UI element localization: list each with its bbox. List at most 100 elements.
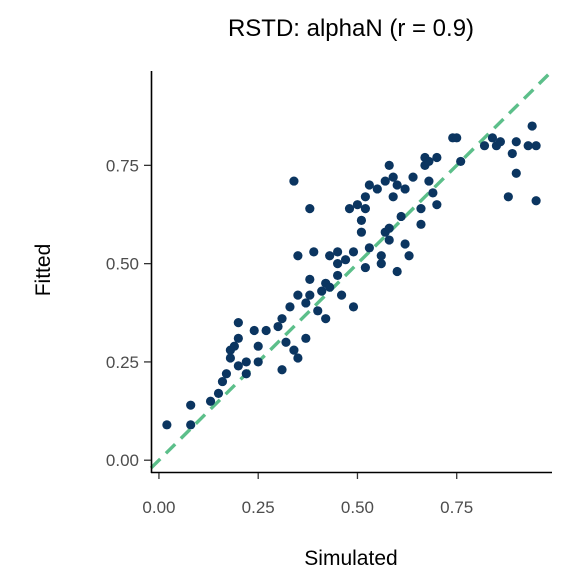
y-axis-ticks: 0.00 0.25 0.50 0.75 [106,156,151,470]
data-point [388,172,398,182]
data-point [277,365,287,375]
data-point [360,203,370,214]
data-point [348,302,359,312]
data-point [424,176,434,186]
data-point [233,318,243,328]
data-point [487,133,498,143]
data-point [325,282,335,292]
data-point [356,215,367,225]
data-point [400,239,410,249]
data-point [233,361,243,371]
data-point [261,325,271,336]
plot-area [149,69,554,470]
data-point [432,152,442,163]
data-point [293,353,303,363]
data-point [221,369,232,379]
data-point [360,192,370,202]
data-point [384,235,394,245]
data-point [301,298,311,308]
data-point [380,176,390,186]
data-point [313,306,323,316]
data-point [384,223,394,233]
data-point [273,321,283,332]
data-point [376,251,386,261]
x-tick-label: 0.25 [242,498,275,517]
data-point [511,168,521,178]
data-point [364,180,374,190]
data-point [503,192,513,202]
y-tick-label: 0.25 [106,353,139,372]
data-point [217,376,228,387]
data-point [527,121,537,131]
data-point [531,141,541,151]
data-point [356,227,367,237]
data-point [277,314,287,324]
data-point [352,200,363,210]
x-tick-label: 0.75 [440,498,473,517]
data-point [321,314,331,324]
data-point [333,247,343,257]
data-point [348,247,359,257]
y-axis-label: Fitted [32,244,55,297]
data-point [523,141,533,151]
data-point [432,200,442,210]
data-point [479,141,490,151]
data-point [456,156,466,167]
data-point [372,184,382,194]
chart-title: RSTD: alphaN (r = 0.9) [228,15,474,42]
x-tick-label: 0.50 [341,498,374,517]
data-point [452,133,462,143]
data-point [333,259,343,269]
data-point [325,251,335,261]
data-point [305,203,315,214]
data-point [340,255,351,265]
x-axis-ticks: 0.00 0.25 0.50 0.75 [142,473,473,517]
data-point [507,148,517,159]
identity-reference-line [149,69,554,470]
data-point [360,262,370,273]
data-point [384,160,394,170]
data-point [392,266,402,277]
data-point [301,333,311,343]
x-tick-label: 0.00 [142,498,175,517]
data-point [253,341,263,351]
data-point [305,274,315,284]
data-point [205,396,216,406]
data-point [364,243,374,253]
data-point [376,259,386,269]
data-point [388,192,398,202]
data-point [408,172,418,182]
data-point [293,290,303,300]
data-point [249,325,259,336]
data-point [416,219,426,229]
data-point [428,188,438,198]
data-point [333,270,343,281]
y-tick-label: 0.50 [106,255,139,274]
x-axis-label: Simulated [304,547,397,570]
data-point [186,400,196,410]
data-point [162,420,172,430]
data-point [289,345,299,355]
data-point [253,357,263,367]
data-point [241,369,251,379]
data-point [416,203,426,214]
data-point [404,251,414,261]
y-tick-label: 0.00 [106,451,139,470]
data-point [511,137,521,147]
data-point [289,176,299,186]
data-point [293,251,303,261]
data-point [400,184,410,194]
data-point [285,302,295,312]
data-point [392,180,402,190]
data-point [186,420,196,430]
data-point [213,388,224,398]
data-point [424,156,434,167]
data-point [344,203,355,214]
data-point [495,137,505,147]
data-point [229,341,239,351]
data-point [305,290,315,300]
data-point [225,353,236,363]
data-point [281,337,291,347]
data-point [336,290,347,300]
